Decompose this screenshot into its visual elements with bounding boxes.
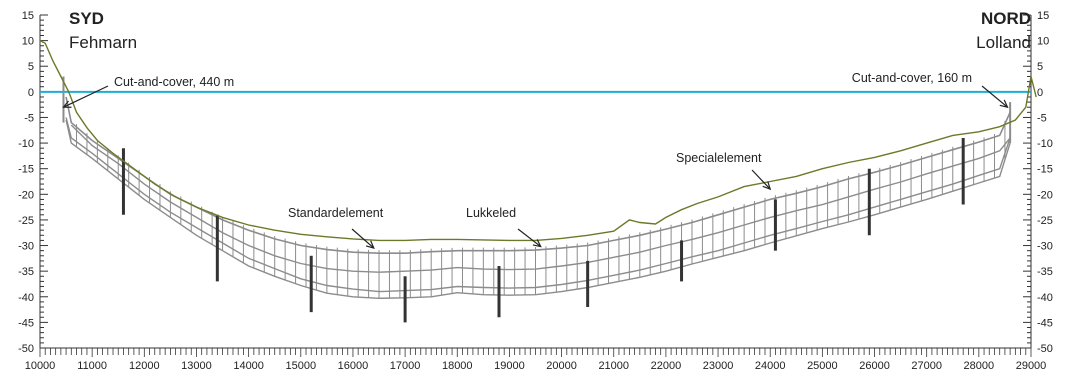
y-tick-label-right: -5 [1037, 112, 1047, 124]
annotation-cut-and-cover-south-arrow-line [63, 85, 109, 108]
annotation-cut-and-cover-north-arrow-head [999, 99, 1009, 109]
x-tick-label: 14000 [233, 360, 264, 372]
y-tick-label-left: -10 [18, 138, 34, 150]
x-tick-label: 29000 [1016, 360, 1047, 372]
annotation-specialelement-text: Specialelement [676, 151, 762, 165]
x-tick-label: 28000 [964, 360, 995, 372]
x-tick-label: 27000 [911, 360, 942, 372]
y-tick-label-right: -25 [1037, 215, 1053, 227]
south-end-subtitle: Fehmarn [69, 33, 138, 52]
y-tick-label-right: 5 [1037, 61, 1043, 73]
x-tick-label: 18000 [442, 360, 473, 372]
x-tick-label: 22000 [651, 360, 682, 372]
annotation-lukkeled-text: Lukkeled [466, 206, 516, 220]
x-tick-label: 13000 [181, 360, 212, 372]
annotation-lukkeled-arrow-head [532, 239, 542, 248]
y-tick-label-left: -40 [18, 292, 34, 304]
x-tick-label: 20000 [546, 360, 577, 372]
y-tick-label-right: -10 [1037, 138, 1053, 150]
annotation-standardelement-arrow-head [365, 240, 375, 250]
y-tick-label-left: -35 [18, 266, 34, 278]
y-tick-label-left: -45 [18, 317, 34, 329]
y-tick-label-left: -25 [18, 215, 34, 227]
tunnel-structure [39, 39, 1037, 323]
y-tick-label-left: -5 [24, 112, 34, 124]
annotation-cut-and-cover-north-arrow-line [981, 85, 1008, 108]
y-tick-label-left: -30 [18, 241, 34, 253]
tunnel-outline [65, 117, 1011, 293]
y-tick-label-right: -30 [1037, 241, 1053, 253]
x-tick-label: 19000 [494, 360, 525, 372]
y-tick-label-left: 15 [22, 10, 34, 22]
annotation-cut-and-cover-south-arrow-head [62, 100, 72, 108]
seabed-line [39, 39, 1037, 242]
x-tick-label: 10000 [25, 360, 56, 372]
x-tick-label: 21000 [598, 360, 629, 372]
y-tick-label-right: -15 [1037, 164, 1053, 176]
x-tick-label: 11000 [77, 360, 107, 372]
annotations: Cut-and-cover, 440 m Standardelement Lukke… [62, 71, 1009, 250]
y-tick-label-right: -45 [1037, 317, 1053, 329]
annotation-cut-and-cover-south-text: Cut-and-cover, 440 m [114, 75, 234, 89]
x-tick-label: 15000 [285, 360, 316, 372]
x-tick-label: 16000 [338, 360, 369, 372]
annotation-standardelement-arrow-line [351, 228, 375, 249]
y-tick-label-left: 10 [22, 36, 34, 48]
x-tick-label: 17000 [390, 360, 421, 372]
y-tick-label-left: -20 [18, 189, 34, 201]
north-end-label: NORD Lolland [976, 10, 1031, 51]
tunnel-outline [65, 96, 1011, 254]
annotation-specialelement-arrow-line [751, 169, 771, 190]
north-end-title: NORD [980, 9, 1031, 28]
annotation-standardelement-text: Standardelement [288, 206, 384, 220]
x-tick-label: 25000 [807, 360, 838, 372]
y-tick-label-left: 0 [28, 87, 34, 99]
y-tick-label-right: -40 [1037, 292, 1053, 304]
annotation-lukkeled-arrow-line [517, 228, 542, 248]
y-axis-labels: 15 15 10 10 5 5 0 0 -5 -5 -10 -10 -15 -15 -20 -20 -25 -25… [18, 10, 1053, 355]
y-tick-label-right: -35 [1037, 266, 1053, 278]
south-end-title: SYD [69, 9, 104, 28]
x-axis-labels: 10000 11000 12000 13000 14000 15000 16000 17000… [25, 347, 1047, 372]
annotation-specialelement-arrow-head [762, 181, 772, 191]
y-tick-label-right: 10 [1037, 36, 1049, 48]
y-tick-label-left: 5 [28, 61, 34, 73]
x-tick-label: 23000 [703, 360, 734, 372]
y-tick-label-left: -50 [18, 343, 34, 355]
y-tick-label-right: 0 [1037, 87, 1043, 99]
x-tick-label: 24000 [755, 360, 786, 372]
y-tick-label-right: -20 [1037, 189, 1053, 201]
tunnel-outline [65, 119, 1011, 300]
y-tick-label-right: -50 [1037, 343, 1053, 355]
south-end-label: SYD Fehmarn [69, 10, 137, 51]
north-end-subtitle: Lolland [976, 33, 1031, 52]
y-tick-label-right: 15 [1037, 10, 1049, 22]
x-tick-label: 26000 [859, 360, 890, 372]
x-tick-label: 12000 [129, 360, 160, 372]
annotation-cut-and-cover-north-text: Cut-and-cover, 160 m [852, 71, 972, 85]
y-tick-label-left: -15 [18, 164, 34, 176]
